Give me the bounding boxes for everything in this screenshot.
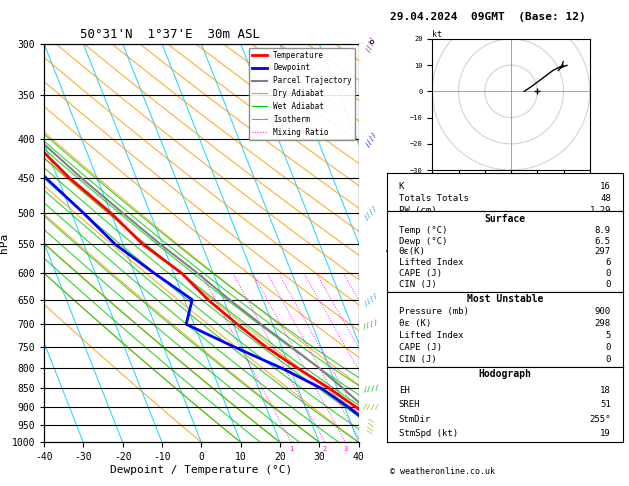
Text: CAPE (J): CAPE (J) xyxy=(399,269,442,278)
Text: ////: //// xyxy=(365,35,377,53)
Text: 29.04.2024  09GMT  (Base: 12): 29.04.2024 09GMT (Base: 12) xyxy=(390,12,586,22)
Text: ////: //// xyxy=(362,404,380,410)
Text: 900: 900 xyxy=(595,307,611,316)
Text: CIN (J): CIN (J) xyxy=(399,280,437,289)
Legend: Temperature, Dewpoint, Parcel Trajectory, Dry Adiabat, Wet Adiabat, Isotherm, Mi: Temperature, Dewpoint, Parcel Trajectory… xyxy=(248,48,355,139)
Text: 48: 48 xyxy=(600,194,611,203)
Text: 16: 16 xyxy=(600,181,611,191)
Text: 6.5: 6.5 xyxy=(595,237,611,245)
Text: 6: 6 xyxy=(606,258,611,267)
X-axis label: Dewpoint / Temperature (°C): Dewpoint / Temperature (°C) xyxy=(110,465,292,475)
Title: 50°31'N  1°37'E  30m ASL: 50°31'N 1°37'E 30m ASL xyxy=(80,28,260,41)
Text: Surface: Surface xyxy=(484,214,525,224)
Y-axis label: hPa: hPa xyxy=(0,233,9,253)
Text: ////: //// xyxy=(362,318,380,330)
Text: Most Unstable: Most Unstable xyxy=(467,294,543,304)
Text: 18: 18 xyxy=(600,386,611,395)
Text: 298: 298 xyxy=(595,319,611,328)
Text: 2: 2 xyxy=(323,446,327,452)
Text: Hodograph: Hodograph xyxy=(478,369,532,379)
Text: Lifted Index: Lifted Index xyxy=(399,258,463,267)
Text: θε (K): θε (K) xyxy=(399,319,431,328)
Text: 255°: 255° xyxy=(589,415,611,424)
Text: 1.29: 1.29 xyxy=(589,206,611,215)
Text: Pressure (mb): Pressure (mb) xyxy=(399,307,469,316)
Text: K: K xyxy=(399,181,404,191)
Text: LCL: LCL xyxy=(359,424,374,433)
Text: 0: 0 xyxy=(606,343,611,352)
Text: CIN (J): CIN (J) xyxy=(399,355,437,364)
Text: ////: //// xyxy=(364,205,379,221)
Text: 297: 297 xyxy=(595,247,611,257)
Text: SREH: SREH xyxy=(399,400,420,410)
Text: ////: //// xyxy=(367,417,376,434)
Text: © weatheronline.co.uk: © weatheronline.co.uk xyxy=(390,467,495,476)
Text: 0: 0 xyxy=(606,355,611,364)
Text: 19: 19 xyxy=(600,429,611,438)
Text: StmDir: StmDir xyxy=(399,415,431,424)
Text: PW (cm): PW (cm) xyxy=(399,206,437,215)
Text: 1: 1 xyxy=(289,446,293,452)
Y-axis label: km
ASL: km ASL xyxy=(386,232,404,254)
Text: Totals Totals: Totals Totals xyxy=(399,194,469,203)
Text: Lifted Index: Lifted Index xyxy=(399,331,463,340)
Text: ////: //// xyxy=(362,384,380,393)
Text: 5: 5 xyxy=(606,331,611,340)
Text: Temp (°C): Temp (°C) xyxy=(399,226,447,235)
Text: 8.9: 8.9 xyxy=(595,226,611,235)
Text: kt: kt xyxy=(432,30,442,39)
Text: 51: 51 xyxy=(600,400,611,410)
Text: CAPE (J): CAPE (J) xyxy=(399,343,442,352)
Text: 0: 0 xyxy=(606,269,611,278)
Text: θε(K): θε(K) xyxy=(399,247,425,257)
Text: Dewp (°C): Dewp (°C) xyxy=(399,237,447,245)
Text: 3: 3 xyxy=(343,446,348,452)
Text: 0: 0 xyxy=(606,280,611,289)
Text: ////: //// xyxy=(364,130,378,148)
Text: EH: EH xyxy=(399,386,409,395)
Text: ////: //// xyxy=(363,292,379,308)
Text: StmSpd (kt): StmSpd (kt) xyxy=(399,429,458,438)
